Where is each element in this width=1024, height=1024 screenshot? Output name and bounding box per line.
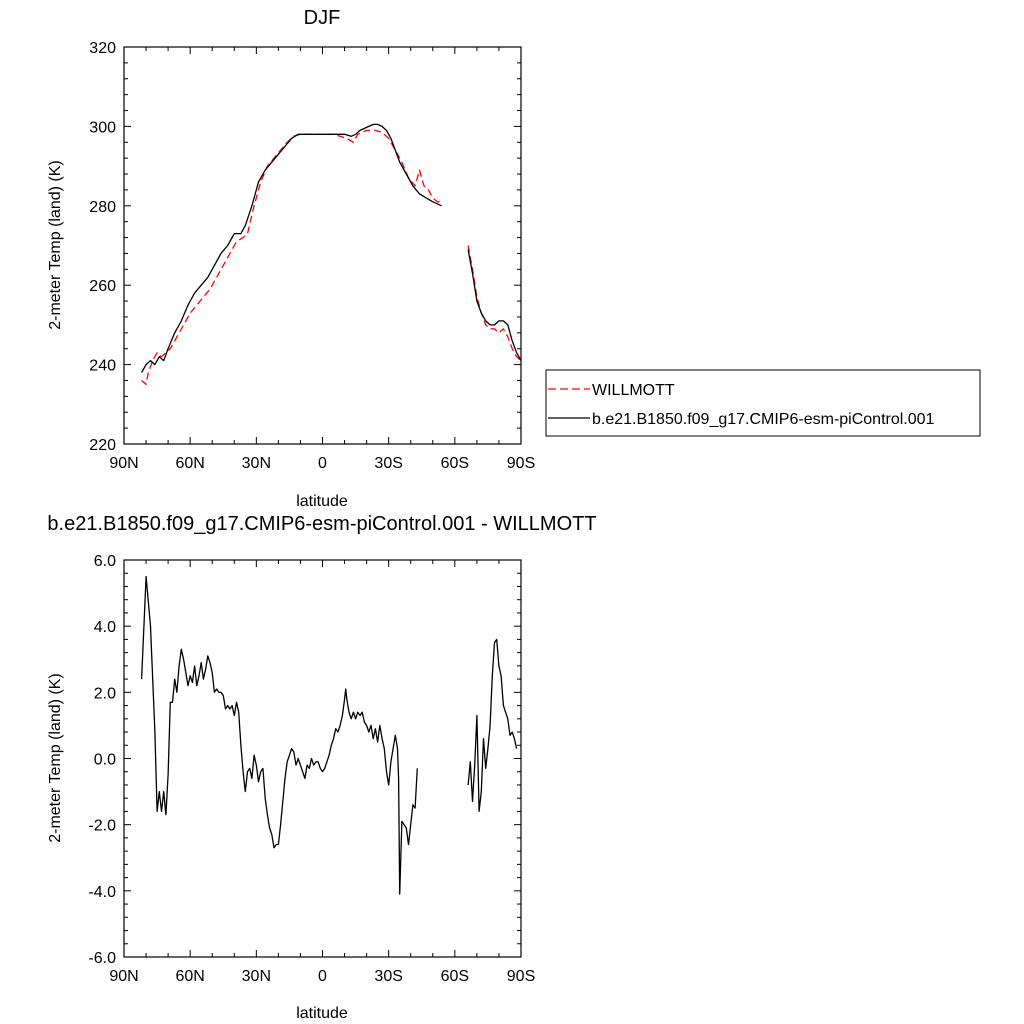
chart-diff-title: b.e21.B1850.f09_g17.CMIP6-esm-piControl.… (47, 513, 596, 535)
y-tick-label: 0.0 (94, 752, 116, 769)
y-tick-label: 6.0 (94, 553, 116, 570)
series-0-line-segment-1 (467, 638, 518, 813)
legend-box (545, 369, 981, 437)
y-tick-label: 4.0 (94, 619, 116, 636)
x-tick-label: 0 (318, 455, 327, 472)
legend-label-model: b.e21.B1850.f09_g17.CMIP6-esm-piControl.… (592, 411, 935, 428)
x-tick-label: 30S (374, 968, 402, 985)
y-tick-label: 2.0 (94, 685, 116, 702)
chart-diff-x-axis-label: latitude (296, 1005, 348, 1022)
y-tick-label: 300 (89, 119, 116, 136)
y-tick-label: 320 (89, 40, 116, 57)
x-tick-label: 30N (242, 455, 271, 472)
series-0-line-segment-0 (141, 129, 442, 386)
y-tick-label: -6.0 (88, 950, 116, 967)
plot-frame (123, 559, 522, 958)
plot-frame (123, 46, 522, 445)
x-tick-label: 60S (441, 455, 469, 472)
chart-djf-plot-area: 90N 60N 30N 0 30S 60S 90S 220 240 260 280 300 320 (89, 40, 535, 472)
x-tick-label: 90N (109, 968, 138, 985)
x-tick-label: 90S (507, 968, 535, 985)
y-tick-label: 240 (89, 358, 116, 375)
y-tick-label: -2.0 (88, 818, 116, 835)
y-tick-label: 260 (89, 278, 116, 295)
chart-diff: b.e21.B1850.f09_g17.CMIP6-esm-piControl.… (47, 513, 597, 1022)
chart-djf-y-axis-label: 2-meter Temp (land) (K) (47, 160, 64, 330)
chart-djf: DJF 90N 60N 30N 0 30S 60S 90S 220 240 260 280 300 32… (47, 7, 981, 510)
chart-djf-x-axis-label: latitude (296, 493, 348, 510)
x-tick-label: 60S (441, 968, 469, 985)
x-tick-label: 90S (507, 455, 535, 472)
x-tick-label: 60N (175, 968, 204, 985)
x-tick-label: 30S (374, 455, 402, 472)
x-tick-label: 90N (109, 455, 138, 472)
series-1-line-segment-1 (467, 249, 522, 361)
chart-djf-title: DJF (304, 7, 341, 29)
series-0-line-segment-0 (140, 575, 418, 895)
series-1-line-segment-0 (141, 123, 442, 373)
x-tick-label: 0 (318, 968, 327, 985)
chart-djf-legend: WILLMOTT b.e21.B1850.f09_g17.CMIP6-esm-p… (545, 369, 981, 437)
chart-diff-plot-area: 90N 60N 30N 0 30S 60S 90S -6.0 -4.0 -2.0 0.0 2.0 4.0… (88, 553, 535, 985)
x-tick-label: 60N (175, 455, 204, 472)
y-tick-label: 220 (89, 437, 116, 454)
x-tick-label: 30N (242, 968, 271, 985)
legend-label-willmott: WILLMOTT (592, 382, 675, 399)
y-tick-label: 280 (89, 199, 116, 216)
y-tick-label: -4.0 (88, 884, 116, 901)
series-0-line-segment-1 (467, 245, 522, 362)
chart-diff-y-axis-label: 2-meter Temp (land) (K) (47, 673, 64, 843)
